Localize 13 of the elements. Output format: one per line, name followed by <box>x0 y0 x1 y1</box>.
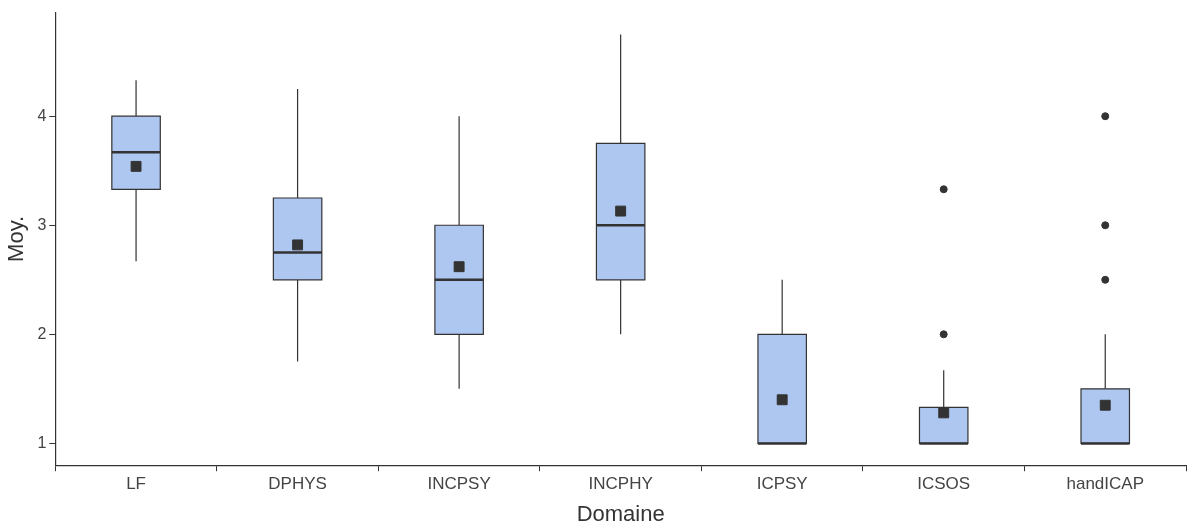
x-tick-label: handICAP <box>1066 474 1144 494</box>
x-tick-label: INCPHY <box>588 474 653 494</box>
y-axis-title: Moy. <box>3 215 29 262</box>
x-tick-label: INCPSY <box>427 474 491 494</box>
y-tick-label: 2 <box>37 324 47 342</box>
x-tick-label: ICSOS <box>917 474 971 494</box>
x-tick-label: ICPSY <box>756 474 808 494</box>
x-tick-label: DPHYS <box>268 474 327 494</box>
x-axis-title: Domaine <box>576 500 665 526</box>
y-tick-label: 1 <box>37 433 47 451</box>
y-tick-label: 4 <box>37 106 47 124</box>
y-tick-label: 3 <box>37 215 47 233</box>
x-tick-label: LF <box>126 474 146 494</box>
